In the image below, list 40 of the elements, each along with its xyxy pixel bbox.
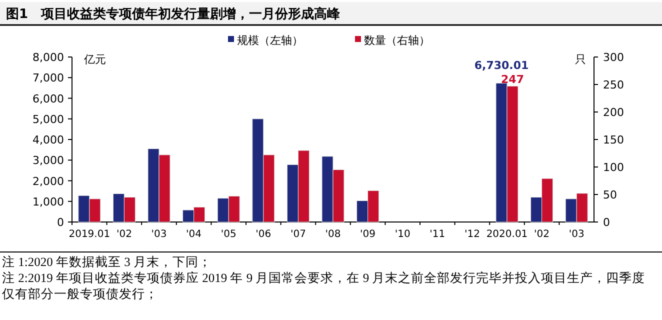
text: 注 2:2019 年项目收益类专项债券应 2019 年 9 月国常会要求，在 9 月末之前全部发行完毕并投入项目生产，四季度仅有部分一般专项债发行； (2, 270, 646, 302)
x-tick-label: 2019.01 (68, 229, 110, 240)
y-tick-label: 6,000 (32, 92, 64, 106)
y2-tick-label: 300 (603, 51, 624, 64)
legend-label: 规模（左轴） (237, 34, 303, 47)
data-label: 247 (501, 73, 524, 86)
x-tick-label: '06 (256, 229, 272, 240)
y-tick-label: 0 (57, 216, 64, 229)
y2-tick-label: 250 (603, 78, 624, 92)
data-label: 6,730.01 (474, 59, 529, 72)
x-tick-label: '03 (151, 229, 167, 240)
y2-tick-label: 100 (603, 161, 624, 174)
y2-tick-label: 150 (603, 134, 624, 146)
y-tick-label: 5,000 (32, 112, 64, 126)
y-tick-label: 4,000 (32, 134, 64, 146)
x-tick-label: '11 (430, 229, 446, 240)
y-tick-label: 8,000 (32, 51, 64, 64)
x-tick-label: 2020.01 (486, 229, 528, 240)
x-tick-label: '04 (186, 229, 202, 240)
x-tick-label: '05 (220, 229, 236, 240)
y2-tick-label: 0 (603, 216, 610, 229)
x-tick-label: '07 (290, 229, 306, 240)
y-axis-title: 亿元 (83, 53, 106, 66)
chart-title: 图1 项目收益类专项债年初发行量剧增，一月份形成高峰 (6, 6, 342, 22)
x-tick-label: '12 (464, 229, 480, 240)
x-tick-label: '09 (360, 229, 376, 240)
text: 注 1:2020 年数据截至 3 月末，下同； (2, 254, 212, 270)
y-tick-label: 7,000 (32, 72, 64, 85)
legend-label: 数量（右轴） (364, 34, 430, 47)
x-tick-label: '03 (568, 229, 584, 240)
y2-tick-label: 50 (603, 188, 617, 202)
x-tick-label: '02 (116, 229, 132, 240)
y-tick-label: 1,000 (32, 195, 64, 208)
x-tick-label: '10 (394, 229, 410, 240)
y-tick-label: 2,000 (32, 174, 64, 188)
y2-tick-label: 200 (603, 106, 624, 119)
y-tick-label: 3,000 (32, 154, 64, 168)
x-tick-label: '02 (534, 229, 550, 240)
x-tick-label: '08 (325, 229, 341, 240)
y2-axis-title: 只 (575, 53, 586, 66)
